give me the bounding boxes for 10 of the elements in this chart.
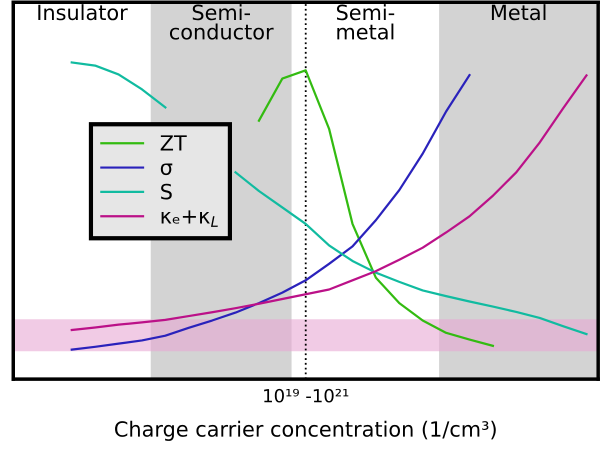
text: Semi- conductor bbox=[170, 4, 274, 40]
legend-label: σ bbox=[160, 163, 172, 176]
legend-label: κₑ+κ$_{L}$ bbox=[162, 210, 218, 227]
legend-label: S bbox=[161, 184, 172, 200]
x-axis-title: Charge carrier concentration (1/cm³) bbox=[115, 420, 496, 441]
text: Insulator bbox=[38, 4, 128, 20]
text: 10¹⁹ -10²¹ bbox=[264, 388, 348, 402]
text: Semi- metal bbox=[336, 4, 394, 40]
legend-label: ZT bbox=[160, 135, 187, 151]
text: Metal bbox=[492, 4, 546, 20]
